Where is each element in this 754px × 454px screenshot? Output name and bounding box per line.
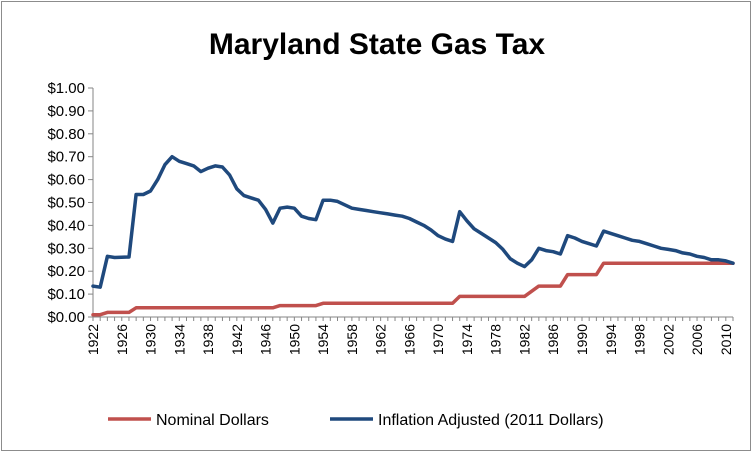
legend-label: Inflation Adjusted (2011 Dollars) <box>378 412 604 429</box>
plot-area <box>91 154 735 317</box>
series-line-nominal <box>91 261 735 317</box>
y-tick-label: $0.00 <box>47 309 85 326</box>
x-tick-label: 2002 <box>660 324 676 355</box>
y-tick-label: $0.60 <box>47 172 85 189</box>
x-axis: 1922 1926 1930 1934 1938 1942 1946 1950 1954 1958… <box>85 316 734 355</box>
x-tick-label: 1958 <box>344 324 360 355</box>
x-tick-label: 1986 <box>545 324 561 355</box>
x-tick-label: 1970 <box>430 324 446 355</box>
legend-label: Nominal Dollars <box>156 412 269 429</box>
x-tick-label: 1994 <box>603 324 619 355</box>
x-tick-label: 1966 <box>401 324 417 355</box>
x-tick-label: 1934 <box>171 324 187 355</box>
x-tick-label: 1922 <box>85 324 101 355</box>
y-tick-label: $0.70 <box>47 149 85 166</box>
legend: Nominal Dollars Inflation Adjusted (2011 … <box>108 412 604 429</box>
x-tick-label: 2006 <box>689 324 705 355</box>
x-tick-label: 1954 <box>315 324 331 355</box>
x-tick-label: 1974 <box>459 324 475 355</box>
x-tick-label: 1982 <box>516 324 532 355</box>
x-tick-label: 1926 <box>114 324 130 355</box>
chart-title: Maryland State Gas Tax <box>209 28 546 61</box>
x-tick-label: 1942 <box>229 324 245 355</box>
x-tick-label: 1946 <box>258 324 274 355</box>
x-tick-label: 2010 <box>718 324 734 355</box>
series-line-inflation-adjusted <box>91 154 735 289</box>
x-tick-label: 1938 <box>200 324 216 355</box>
x-tick-label: 1950 <box>286 324 302 355</box>
y-tick-label: $0.90 <box>47 103 85 120</box>
y-tick-label: $0.10 <box>47 286 85 303</box>
x-tick-label: 1998 <box>632 324 648 355</box>
x-tick-label: 1990 <box>574 324 590 355</box>
x-tick-label: 1962 <box>373 324 389 355</box>
y-tick-label: $0.40 <box>47 217 85 234</box>
y-tick-label: $0.20 <box>47 263 85 280</box>
x-tick-label: 1930 <box>143 324 159 355</box>
x-tick-label: 1978 <box>488 324 504 355</box>
y-tick-label: $1.00 <box>47 80 85 97</box>
y-axis: $0.00 $0.10 $0.20 $0.30 $0.40 $0.50 $0.60 $0.70… <box>47 80 94 326</box>
y-tick-label: $0.80 <box>47 126 85 143</box>
y-tick-label: $0.30 <box>47 240 85 257</box>
y-tick-label: $0.50 <box>47 195 85 212</box>
